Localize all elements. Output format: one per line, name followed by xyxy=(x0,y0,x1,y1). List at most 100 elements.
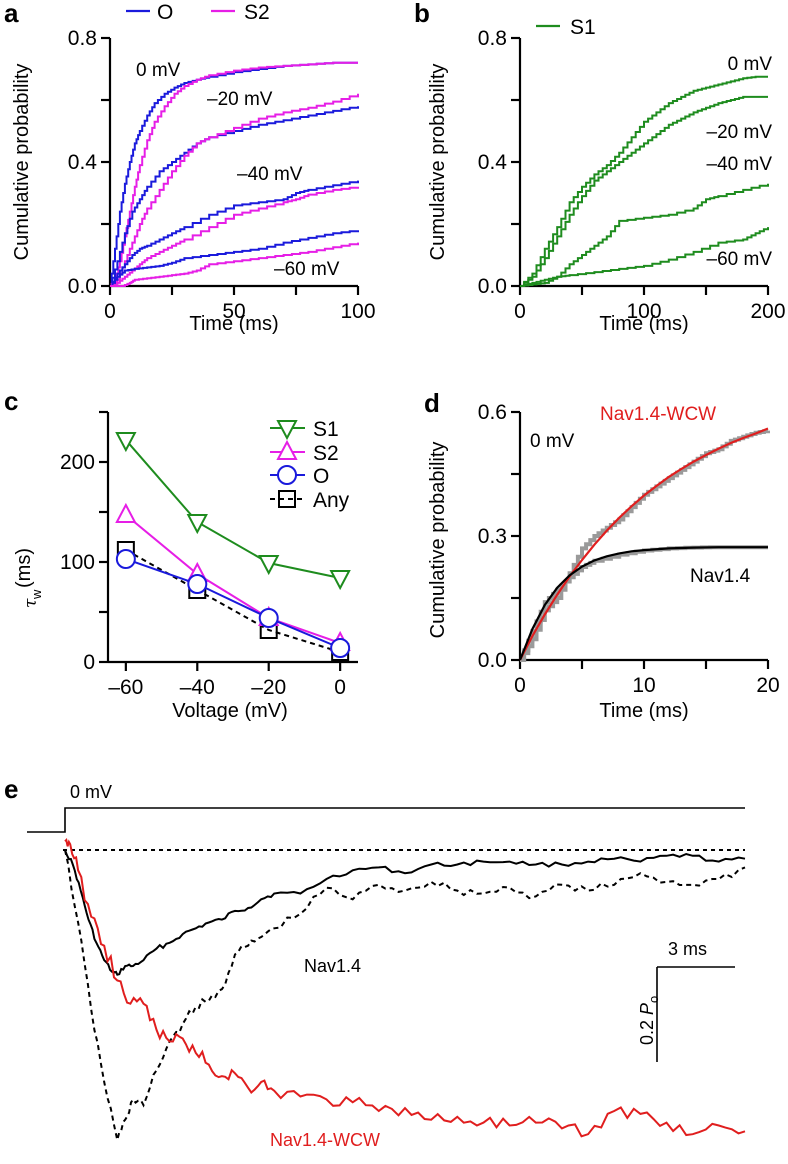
panel-d-xlabel: Time (ms) xyxy=(599,700,688,722)
panel-d-label-nav14: Nav1.4 xyxy=(690,566,751,587)
series-O-line xyxy=(125,558,341,649)
legend: S1 xyxy=(536,16,596,39)
x-tick-label: 10 xyxy=(632,674,655,697)
panel-d-ann-0mv: 0 mV xyxy=(530,431,575,452)
y-tick-label: 0.3 xyxy=(478,525,507,548)
nav14-trace xyxy=(64,849,746,976)
panel-a: 0.0 0.4 0.8 0 50 100 O S2 xyxy=(68,1,376,323)
y-tick-label: 100 xyxy=(60,551,95,574)
voltage-step-trace xyxy=(27,807,745,833)
panel-c-ylabel: (ms) xyxy=(13,548,35,588)
panel-e-label-wcw: Nav1.4-WCW xyxy=(270,1130,380,1150)
panel-d: 0.0 0.3 0.6 0 10 20 xyxy=(478,401,780,697)
series-S2 xyxy=(115,502,351,651)
legend: O S2 xyxy=(126,1,270,24)
marker-triangle-down xyxy=(115,432,137,453)
series-Any-line xyxy=(125,549,341,653)
y-tick-label: 0.8 xyxy=(68,27,97,50)
scale-amp-sub: o xyxy=(646,996,661,1003)
panel-b-xlabel: Time (ms) xyxy=(599,313,688,335)
series-nav14-wcw-fit xyxy=(519,427,769,661)
panel-c-ylabel-unit: (ms) xyxy=(13,548,35,588)
panel-b-ann-40mv: –40 mV xyxy=(707,154,773,175)
x-tick-label: 200 xyxy=(750,300,785,323)
nav14-wcw-trace xyxy=(64,837,746,1138)
panel-a-ann-0mv: 0 mV xyxy=(136,60,181,81)
panel-d-label-wcw: Nav1.4-WCW xyxy=(600,404,716,425)
series-O-line xyxy=(110,61,358,287)
panel-e-ann-0mv: 0 mV xyxy=(70,782,112,802)
series-O-line xyxy=(110,180,359,287)
marker-circle xyxy=(330,638,351,658)
y-tick-label: 0.8 xyxy=(478,27,507,50)
x-tick-label: 100 xyxy=(626,300,661,323)
nav14-dashed-trace xyxy=(64,849,746,1141)
marker-triangle-down xyxy=(329,570,351,591)
x-tick-label: 0 xyxy=(514,674,526,697)
panel-label-c: c xyxy=(4,386,18,416)
series-S1-line xyxy=(520,183,769,287)
legend-label-S1: S1 xyxy=(313,418,339,441)
panel-b-ann-60mv: –60 mV xyxy=(707,249,773,270)
panel-e xyxy=(27,807,746,1141)
panel-a-ann-40mv: –40 mV xyxy=(237,164,303,185)
panel-b-ann-20mv: –20 mV xyxy=(707,122,773,143)
legend-label-S1: S1 xyxy=(570,16,596,39)
x-tick-label: –20 xyxy=(251,676,286,699)
x-tick-label: –60 xyxy=(108,676,143,699)
marker-circle xyxy=(115,549,136,569)
series-O-line xyxy=(110,106,359,287)
panel-label-a: a xyxy=(4,0,19,28)
x-tick-label: 20 xyxy=(756,674,779,697)
series-O-line xyxy=(110,230,359,287)
marker-circle xyxy=(258,608,279,628)
series-S1-line xyxy=(520,75,768,287)
y-tick-label: 0 xyxy=(83,651,95,674)
marker-circle xyxy=(187,574,208,594)
panel-d-ylabel: Cumulative probability xyxy=(427,442,449,639)
legend-label-Any: Any xyxy=(313,489,350,512)
panel-label-d: d xyxy=(424,388,440,418)
legend-label-S2: S2 xyxy=(244,1,270,24)
series-O xyxy=(115,549,351,658)
y-tick-label: 0.0 xyxy=(68,275,97,298)
marker-triangle-down xyxy=(258,555,280,576)
panel-a-ylabel: Cumulative probability xyxy=(11,64,33,261)
marker-square xyxy=(278,490,296,508)
marker-triangle-up xyxy=(115,502,137,523)
x-tick-label: 0 xyxy=(104,300,116,323)
scale-bar-amp-label: 0.2 Po xyxy=(637,996,661,1045)
panel-b: 0.0 0.4 0.8 0 100 200 S1 xyxy=(478,16,786,323)
marker-triangle-up xyxy=(276,439,298,460)
series-S1-line xyxy=(520,227,769,287)
panel-c-xlabel: Voltage (mV) xyxy=(172,700,288,722)
scale-amp-value: 0.2 xyxy=(637,1015,657,1045)
panel-b-ylabel: Cumulative probability xyxy=(427,64,449,261)
panel-label-e: e xyxy=(4,774,18,804)
series-S2-line xyxy=(110,93,359,287)
panel-e-label-nav14: Nav1.4 xyxy=(304,956,361,976)
marker-triangle-down xyxy=(186,514,208,535)
panel-a-xlabel: Time (ms) xyxy=(189,313,278,335)
series-S1-line xyxy=(125,439,341,579)
series-nav14-fit xyxy=(518,546,768,661)
x-tick-label: 0 xyxy=(334,676,346,699)
tau-subscript: w xyxy=(29,589,44,600)
panel-label-b: b xyxy=(414,0,430,28)
scale-bar-time-label: 3 ms xyxy=(668,939,707,959)
y-tick-label: 0.6 xyxy=(478,401,507,424)
svg-text:0.2 Po: 0.2 Po xyxy=(637,996,661,1045)
panel-a-ann-60mv: –60 mV xyxy=(274,259,340,280)
y-tick-label: 0.4 xyxy=(478,151,508,174)
panel-a-ann-20mv: –20 mV xyxy=(207,89,273,110)
legend-label-O: O xyxy=(157,1,173,24)
scale-amp-P: P xyxy=(637,1003,657,1015)
y-tick-label: 200 xyxy=(60,451,95,474)
x-tick-label: 50 xyxy=(222,300,245,323)
marker-circle xyxy=(277,465,297,485)
marker-triangle-down xyxy=(276,420,298,441)
series-S2-line xyxy=(110,242,359,287)
